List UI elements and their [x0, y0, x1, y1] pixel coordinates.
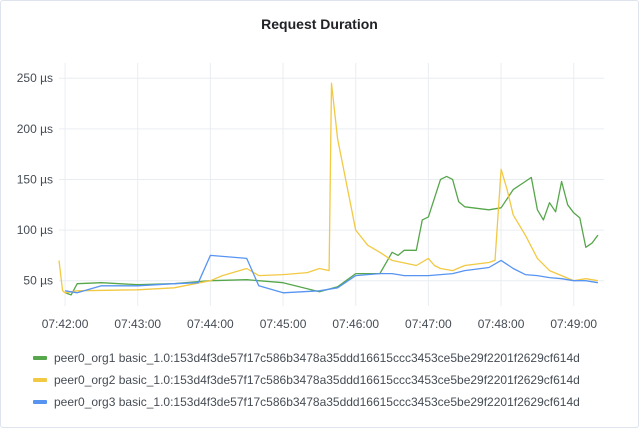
legend-item-peer0-org3[interactable]: peer0_org3 basic_1.0:153d4f3de57f17c586b… [33, 391, 633, 413]
legend-label-peer0-org3: peer0_org3 basic_1.0:153d4f3de57f17c586b… [54, 395, 580, 409]
legend-swatch-peer0-org1 [33, 356, 47, 360]
series-line-peer0-org3[interactable] [64, 254, 599, 294]
x-tick-label: 07:48:00 [478, 317, 525, 331]
legend-label-peer0-org2: peer0_org2 basic_1.0:153d4f3de57f17c586b… [54, 373, 580, 387]
legend: peer0_org1 basic_1.0:153d4f3de57f17c586b… [33, 347, 633, 413]
x-tick-label: 07:42:00 [42, 317, 89, 331]
x-tick-label: 07:47:00 [405, 317, 452, 331]
legend-item-peer0-org2[interactable]: peer0_org2 basic_1.0:153d4f3de57f17c586b… [33, 369, 633, 391]
chart-plot: 07:42:00 07:43:00 07:44:00 07:45:00 07:46:00… [17, 63, 604, 331]
y-tick-label: 100 µs [17, 223, 53, 237]
y-tick-label: 50 µs [23, 274, 53, 288]
legend-swatch-peer0-org2 [33, 378, 47, 382]
series-lines [58, 82, 599, 296]
legend-label-peer0-org1: peer0_org1 basic_1.0:153d4f3de57f17c586b… [54, 351, 580, 365]
y-tick-label: 200 µs [17, 122, 53, 136]
x-tick-label: 07:44:00 [187, 317, 234, 331]
x-tick-label: 07:43:00 [114, 317, 161, 331]
series-line-peer0-org2[interactable] [58, 82, 599, 294]
x-tick-label: 07:46:00 [332, 317, 379, 331]
y-tick-label: 250 µs [17, 71, 53, 85]
series-line-peer0-org1[interactable] [64, 175, 599, 296]
y-tick-label: 150 µs [17, 172, 53, 186]
y-axis: 50 µs 100 µs 150 µs 200 µs 250 µs [17, 71, 53, 288]
panel-title[interactable]: Request Duration [261, 16, 378, 32]
x-tick-label: 07:45:00 [260, 317, 307, 331]
legend-swatch-peer0-org3 [33, 400, 47, 404]
legend-item-peer0-org1[interactable]: peer0_org1 basic_1.0:153d4f3de57f17c586b… [33, 347, 633, 369]
x-axis: 07:42:00 07:43:00 07:44:00 07:45:00 07:46:00… [42, 317, 598, 331]
x-tick-label: 07:49:00 [550, 317, 597, 331]
